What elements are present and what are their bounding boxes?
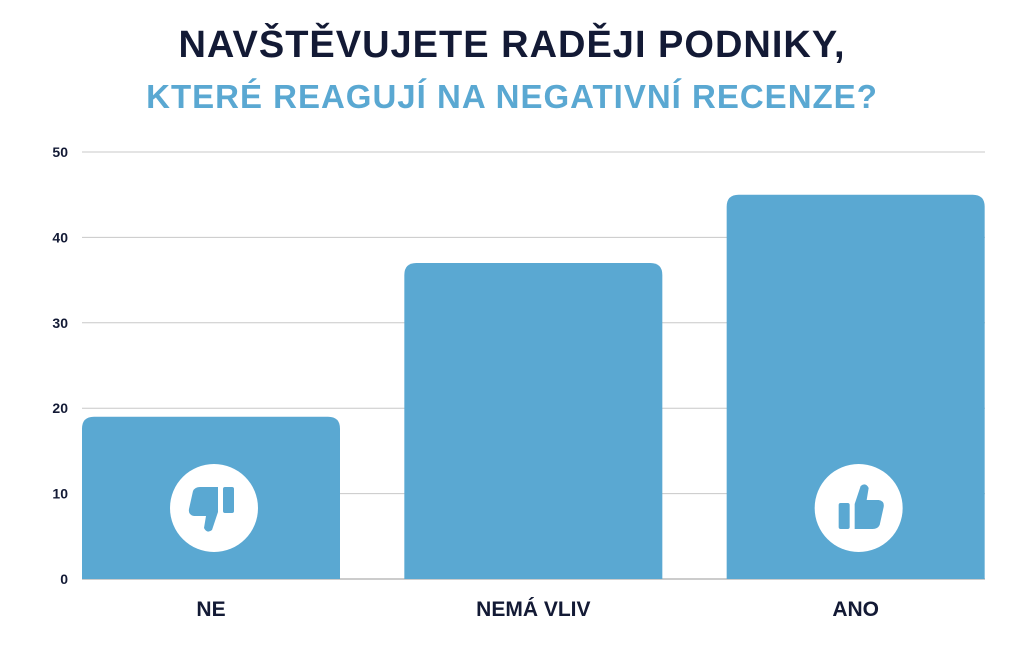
thumbs-down-icon	[170, 464, 258, 552]
thumb-shape	[838, 484, 884, 529]
y-tick-label: 0	[60, 571, 68, 587]
thumb-shape	[188, 487, 234, 532]
thumb-cuff	[838, 503, 850, 529]
y-tick-label: 40	[52, 229, 68, 245]
y-tick-label: 50	[52, 144, 68, 160]
x-tick-label: NE	[196, 598, 225, 621]
thumb-cuff	[223, 487, 234, 513]
y-tick-label: 30	[52, 315, 68, 331]
bar-nem-vliv	[404, 263, 663, 579]
thumb-hand	[188, 487, 218, 532]
x-tick-label: NEMÁ VLIV	[476, 598, 590, 621]
x-tick-label: ANO	[832, 598, 879, 621]
thumb-hand	[854, 484, 884, 529]
chart-subtitle: KTERÉ REAGUJÍ NA NEGATIVNÍ RECENZE?	[146, 78, 878, 115]
chart-title: NAVŠTĚVUJETE RADĚJI PODNIKY,	[178, 24, 846, 66]
bar-ano	[726, 194, 985, 579]
thumbs-up-icon	[814, 464, 903, 552]
y-tick-label: 10	[52, 486, 68, 502]
y-tick-label: 20	[52, 400, 68, 416]
